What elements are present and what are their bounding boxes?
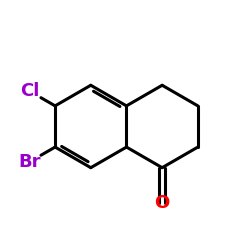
Text: Cl: Cl [20,82,39,100]
Text: O: O [154,194,170,212]
Text: Br: Br [18,153,41,171]
